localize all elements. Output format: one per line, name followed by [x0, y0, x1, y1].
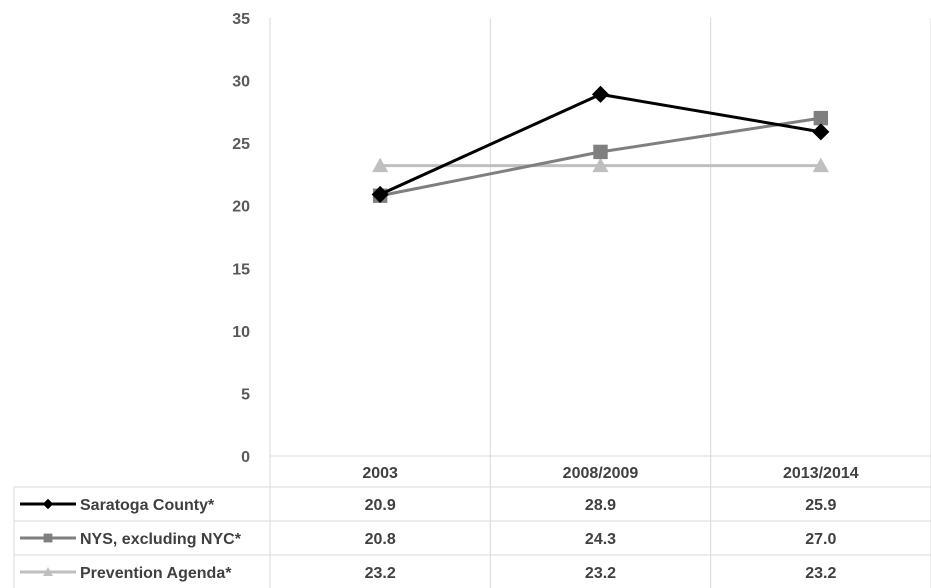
data-point — [592, 157, 609, 173]
legend-key-marker — [42, 498, 54, 510]
data-table-grid — [13, 455, 931, 588]
data-table-value: 25.9 — [805, 497, 836, 514]
data-point — [813, 110, 829, 126]
y-tick-label: 15 — [232, 261, 250, 278]
data-table-value: 28.9 — [585, 497, 616, 514]
y-tick-label: 0 — [241, 449, 250, 466]
data-table: Saratoga County* 20.9 28.9 25.9 NYS, excludi… — [20, 497, 837, 582]
data-table-value: 23.2 — [585, 565, 616, 582]
data-point — [371, 185, 389, 204]
series-lines — [371, 85, 830, 204]
x-category-label: 2013/2014 — [783, 465, 859, 482]
data-point — [812, 157, 829, 173]
x-axis-categories: 2003 2008/2009 2013/2014 — [362, 465, 858, 482]
legend-key-marker — [43, 567, 53, 576]
data-table-value: 20.9 — [365, 497, 396, 514]
y-tick-label: 10 — [232, 324, 250, 341]
data-point — [593, 144, 608, 160]
data-table-value: 23.2 — [365, 565, 396, 582]
y-axis-ticks: 0 5 10 15 20 25 30 35 — [232, 11, 250, 466]
x-category-label: 2003 — [362, 465, 398, 482]
legend-series-name: NYS, excluding NYC* — [80, 531, 242, 548]
data-table-value: 27.0 — [805, 531, 836, 548]
legend-series-name: Saratoga County* — [80, 497, 215, 514]
x-category-label: 2008/2009 — [563, 465, 639, 482]
data-point — [591, 85, 610, 103]
data-point — [372, 157, 389, 173]
y-tick-label: 35 — [232, 11, 250, 28]
y-tick-label: 30 — [232, 74, 250, 91]
y-tick-label: 5 — [241, 386, 250, 403]
y-tick-label: 20 — [232, 199, 250, 216]
series-line — [379, 92, 822, 196]
data-table-value: 24.3 — [585, 531, 616, 548]
legend-series-name: Prevention Agenda* — [80, 565, 232, 582]
y-tick-label: 25 — [232, 136, 250, 153]
data-point — [812, 123, 830, 141]
data-table-value: 23.2 — [805, 565, 836, 582]
data-table-value: 20.8 — [365, 531, 396, 548]
legend-key-marker — [43, 533, 53, 543]
